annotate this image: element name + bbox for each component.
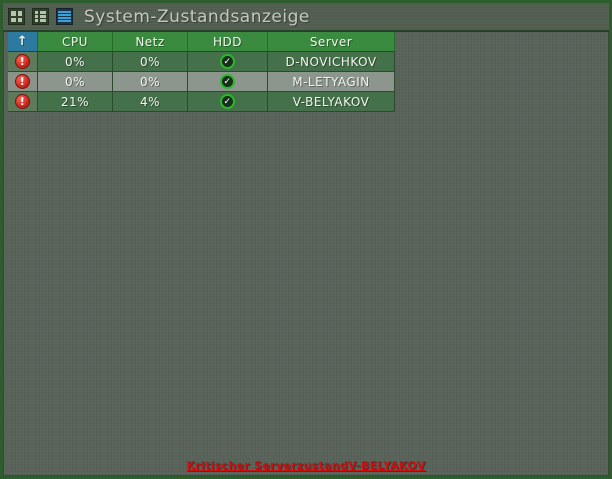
- server-name: M-LETYAGIN: [268, 72, 395, 92]
- table-row[interactable]: ! 0% 0% ✓ M-LETYAGIN: [8, 72, 395, 92]
- hdd-ok-icon: ✓: [220, 74, 235, 89]
- status-cell: !: [8, 72, 38, 92]
- sort-column-header[interactable]: ↑: [8, 32, 38, 52]
- hdd-cell: ✓: [188, 52, 268, 72]
- column-header-cpu[interactable]: CPU: [38, 32, 113, 52]
- cpu-value: 0%: [38, 52, 113, 72]
- cpu-value: 0%: [38, 72, 113, 92]
- server-status-table: ↑ CPU Netz HDD Server ! 0% 0% ✓ D-NOVICH…: [8, 32, 395, 112]
- list-view-icon[interactable]: [32, 8, 49, 25]
- server-name: D-NOVICHKOV: [268, 52, 395, 72]
- window-title: System-Zustandsanzeige: [84, 6, 310, 27]
- details-view-icon[interactable]: [56, 8, 73, 25]
- table-row[interactable]: ! 0% 0% ✓ D-NOVICHKOV: [8, 52, 395, 72]
- hdd-ok-icon: ✓: [220, 54, 235, 69]
- hdd-cell: ✓: [188, 92, 268, 112]
- table-header-row: ↑ CPU Netz HDD Server: [8, 32, 395, 52]
- table-row[interactable]: ! 21% 4% ✓ V-BELYAKOV: [8, 92, 395, 112]
- netz-value: 4%: [113, 92, 188, 112]
- netz-value: 0%: [113, 52, 188, 72]
- server-name: V-BELYAKOV: [268, 92, 395, 112]
- hdd-cell: ✓: [188, 72, 268, 92]
- status-cell: !: [8, 92, 38, 112]
- title-bar[interactable]: System-Zustandsanzeige: [3, 3, 609, 32]
- critical-server-alert-link[interactable]: Kritischer ServerzustandV-BELYAKOV: [186, 459, 426, 472]
- hdd-ok-icon: ✓: [220, 94, 235, 109]
- cpu-value: 21%: [38, 92, 113, 112]
- column-header-hdd[interactable]: HDD: [188, 32, 268, 52]
- column-header-server[interactable]: Server: [268, 32, 395, 52]
- status-cell: !: [8, 52, 38, 72]
- sort-ascending-icon: ↑: [16, 34, 29, 49]
- grid-view-icon[interactable]: [8, 8, 25, 25]
- critical-status-icon: !: [15, 54, 30, 69]
- column-header-netz[interactable]: Netz: [113, 32, 188, 52]
- netz-value: 0%: [113, 72, 188, 92]
- critical-status-icon: !: [15, 74, 30, 89]
- critical-status-icon: !: [15, 94, 30, 109]
